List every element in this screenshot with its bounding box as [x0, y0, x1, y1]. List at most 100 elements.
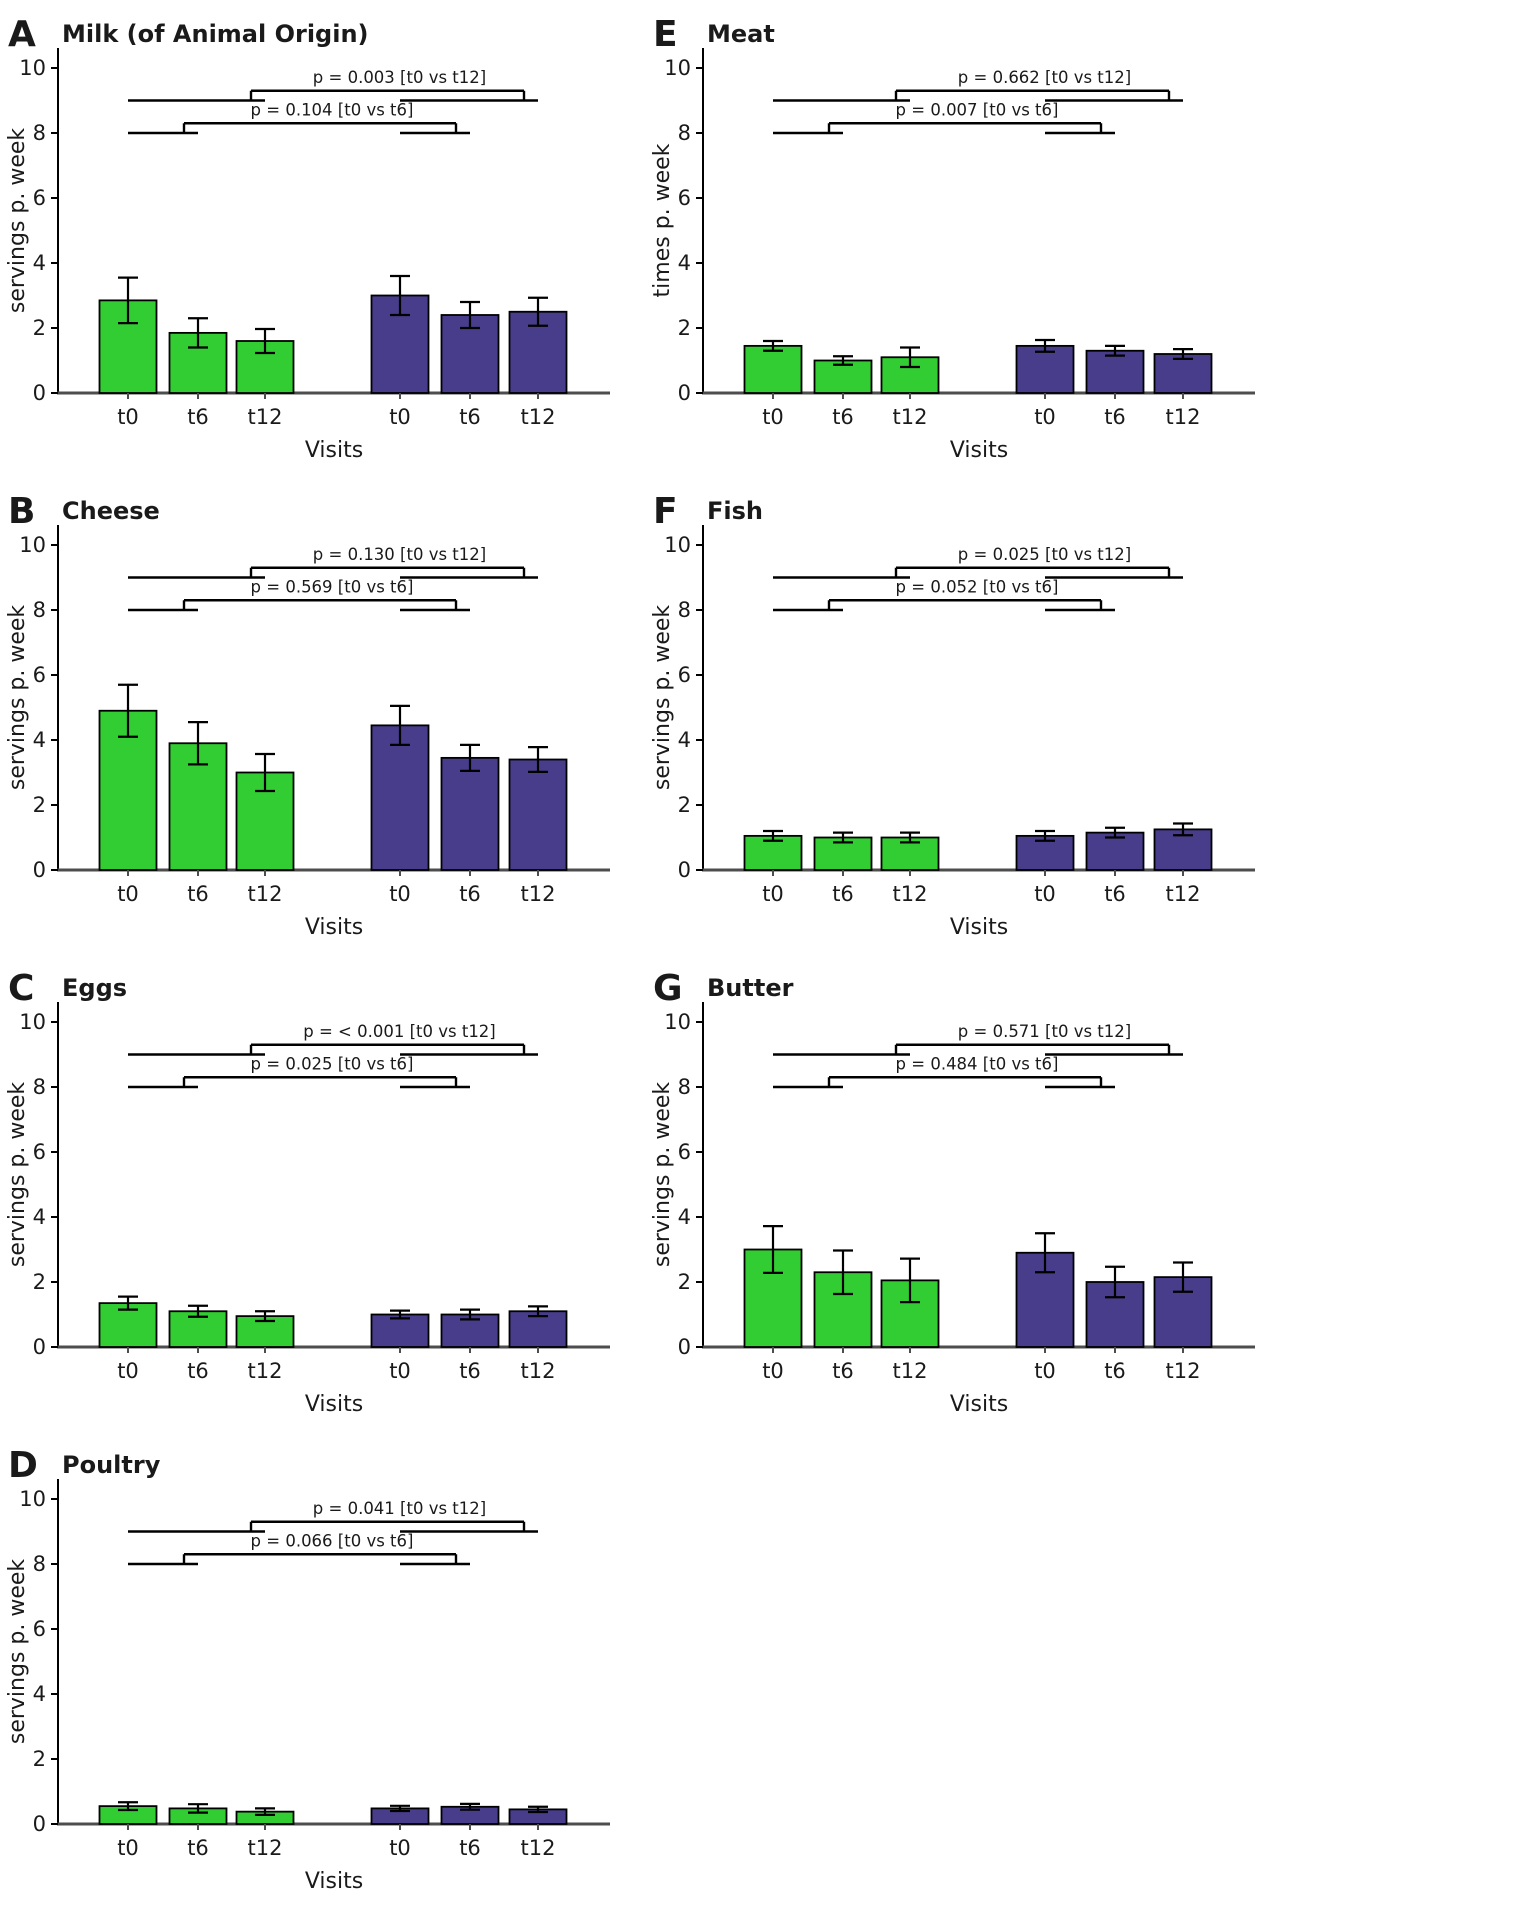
panel-milk: A Milk (of Animal Origin) servings p. week… [0, 0, 645, 477]
p-value-label: p = 0.025 [t0 vs t12] [958, 545, 1131, 564]
x-axis-label: Visits [305, 438, 363, 463]
x-tick-label: t12 [521, 1359, 556, 1383]
y-tick-label: 10 [19, 56, 46, 80]
bar-group-1-green-t0 [743, 344, 803, 394]
x-tick-label: t12 [1166, 882, 1201, 906]
chart-A: A Milk (of Animal Origin) servings p. week… [5, 14, 610, 463]
x-tick-label: t12 [893, 1359, 928, 1383]
p-value-label: p = 0.007 [t0 vs t6] [896, 100, 1059, 119]
x-tick-label: t0 [117, 882, 139, 906]
x-axis-label: Visits [950, 915, 1008, 940]
x-tick-label: t0 [1034, 405, 1056, 429]
bar-group-2-purple-t12 [508, 758, 568, 871]
panel-title: Fish [707, 497, 763, 525]
p-value-label: p = 0.662 [t0 vs t12] [958, 68, 1131, 87]
panel-title: Eggs [62, 974, 127, 1002]
panel-letter: D [8, 1445, 38, 1486]
x-tick-label: t0 [1034, 1359, 1056, 1383]
y-tick-label: 6 [678, 663, 691, 687]
y-tick-label: 2 [33, 793, 46, 817]
y-tick-label: 8 [678, 1075, 691, 1099]
panel-letter: C [8, 968, 34, 1009]
y-tick-label: 4 [33, 1205, 46, 1229]
y-tick-label: 8 [33, 598, 46, 622]
x-tick-label: t12 [893, 405, 928, 429]
y-tick-label: 4 [678, 251, 691, 275]
y-tick-label: 0 [678, 1335, 691, 1359]
chart-B: B Cheese servings p. week 0 2 4 6 8 10 t0 t6 t12 t0 t… [5, 491, 610, 940]
y-tick-label: 0 [33, 858, 46, 882]
panel-letter: F [653, 491, 678, 532]
x-tick-label: t6 [1104, 1359, 1126, 1383]
x-tick-label: t0 [389, 405, 411, 429]
x-tick-label: t0 [389, 1359, 411, 1383]
panel-title: Cheese [62, 497, 160, 525]
bar-group-2-purple-t6 [1085, 349, 1145, 394]
x-tick-label: t12 [521, 1836, 556, 1860]
y-tick-label: 10 [664, 533, 691, 557]
x-tick-label: t6 [832, 1359, 854, 1383]
y-tick-label: 10 [19, 1487, 46, 1511]
x-tick-label: t6 [1104, 405, 1126, 429]
panel-title: Meat [707, 20, 775, 48]
p-value-label: p = 0.041 [t0 vs t12] [313, 1499, 486, 1518]
y-tick-label: 0 [33, 1335, 46, 1359]
y-tick-label: 10 [19, 1010, 46, 1034]
y-tick-label: 10 [664, 1010, 691, 1034]
y-tick-label: 6 [33, 1140, 46, 1164]
y-tick-label: 6 [678, 1140, 691, 1164]
bar-group-1-green-t6 [813, 359, 873, 394]
panel-letter: E [653, 14, 678, 55]
panel-title: Milk (of Animal Origin) [62, 20, 369, 48]
y-tick-label: 8 [678, 121, 691, 145]
y-tick-label: 2 [678, 793, 691, 817]
x-tick-label: t0 [117, 1359, 139, 1383]
y-axis-label: servings p. week [5, 1082, 30, 1268]
y-tick-label: 10 [664, 56, 691, 80]
panel-letter: B [8, 491, 35, 532]
x-tick-label: t12 [248, 405, 283, 429]
p-value-label: p = 0.003 [t0 vs t12] [313, 68, 486, 87]
x-tick-label: t6 [459, 882, 481, 906]
chart-C: C Eggs servings p. week 0 2 4 6 8 10 t0 t6 t12 t0 t6 t… [5, 968, 610, 1417]
y-tick-label: 0 [33, 381, 46, 405]
x-tick-label: t6 [1104, 882, 1126, 906]
x-axis-label: Visits [950, 1392, 1008, 1417]
x-tick-label: t0 [1034, 882, 1056, 906]
bar-group-2-purple-t0 [370, 724, 430, 871]
y-tick-label: 8 [33, 1552, 46, 1576]
y-tick-label: 2 [33, 316, 46, 340]
x-tick-label: t6 [187, 405, 209, 429]
x-axis-label: Visits [305, 1869, 363, 1894]
y-tick-label: 2 [678, 316, 691, 340]
x-tick-label: t12 [248, 1359, 283, 1383]
y-tick-label: 8 [678, 598, 691, 622]
x-tick-label: t6 [187, 882, 209, 906]
y-axis-label: servings p. week [650, 605, 675, 791]
p-value-label: p = 0.104 [t0 vs t6] [251, 100, 414, 119]
y-tick-label: 6 [33, 663, 46, 687]
x-tick-label: t0 [389, 1836, 411, 1860]
p-value-label: p = 0.571 [t0 vs t12] [958, 1022, 1131, 1041]
panel-eggs: C Eggs servings p. week 0 2 4 6 8 10 t0 t6 t12 t0 t6 t… [0, 954, 645, 1431]
p-value-label: p = 0.569 [t0 vs t6] [251, 577, 414, 596]
y-tick-label: 0 [678, 858, 691, 882]
y-tick-label: 6 [678, 186, 691, 210]
x-tick-label: t0 [389, 882, 411, 906]
x-tick-label: t0 [117, 405, 139, 429]
x-tick-label: t6 [187, 1836, 209, 1860]
x-tick-label: t12 [893, 882, 928, 906]
x-tick-label: t0 [762, 882, 784, 906]
panel-meat: E Meat times p. week 0 2 4 6 8 10 t0 t6 t12 t0 t6 t12 V… [645, 0, 1535, 477]
y-tick-label: 4 [678, 1205, 691, 1229]
x-tick-label: t12 [248, 882, 283, 906]
p-value-label: p = 0.130 [t0 vs t12] [313, 545, 486, 564]
panel-title: Butter [707, 974, 794, 1002]
y-axis-label: servings p. week [5, 605, 30, 791]
panel-letter: A [8, 14, 36, 55]
y-axis-label: servings p. week [650, 1082, 675, 1268]
x-tick-label: t6 [459, 405, 481, 429]
y-tick-label: 6 [33, 1617, 46, 1641]
y-tick-label: 8 [33, 1075, 46, 1099]
